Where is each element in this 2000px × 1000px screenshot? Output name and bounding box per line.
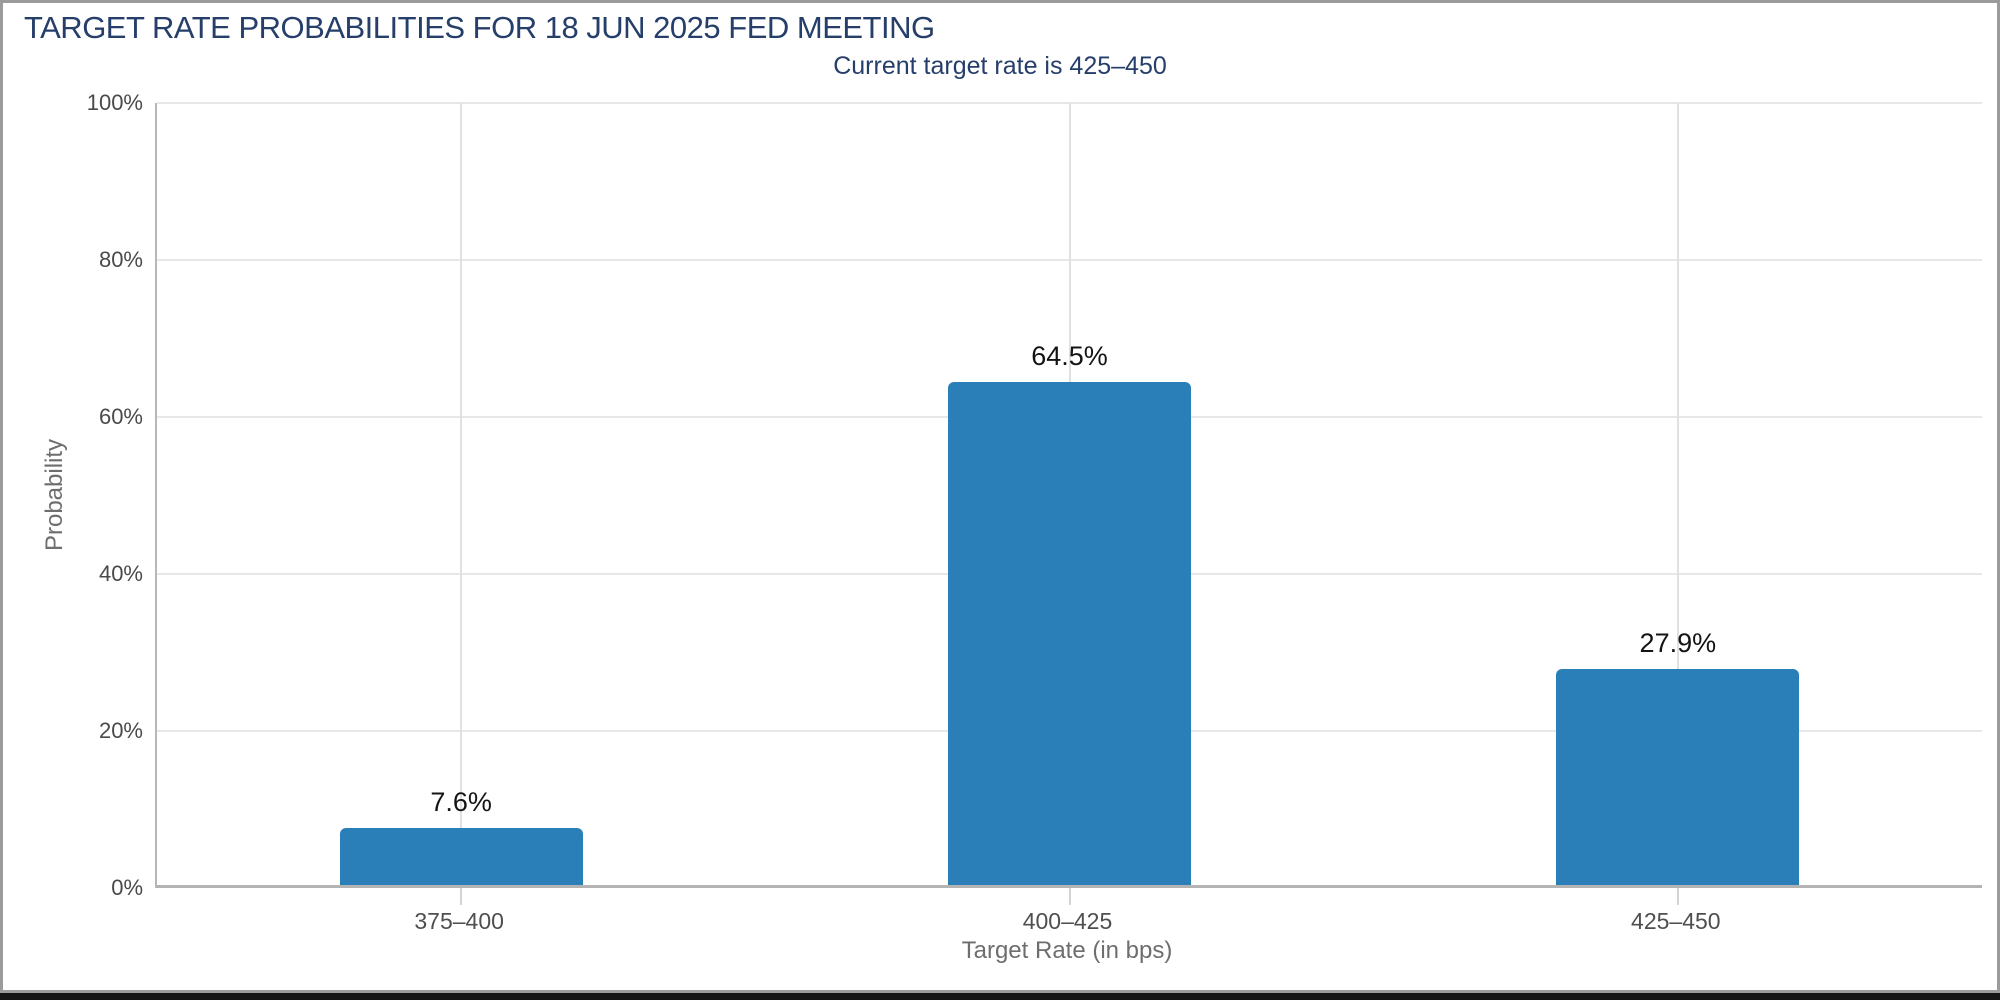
x-category-label: 425–450 <box>1631 908 1721 934</box>
plot-area: 7.6% 64.5% 27.9% <box>155 102 1982 905</box>
vertical-gridline <box>1676 103 1679 888</box>
vertical-gridline <box>460 103 463 888</box>
x-axis-title: Target Rate (in bps) <box>961 937 1173 964</box>
bar-value-label: 27.9% <box>1639 628 1717 658</box>
x-axis-tick <box>1676 888 1679 905</box>
x-axis-tick <box>460 888 463 905</box>
y-tick-label: 60% <box>98 404 143 429</box>
y-axis-title: Probability <box>41 438 68 552</box>
chart-subtitle: Current target rate is 425–450 <box>833 52 1167 80</box>
probability-bar-400-425[interactable] <box>948 381 1191 888</box>
x-category-label: 400–425 <box>1022 908 1113 934</box>
bar-value-label: 64.5% <box>1031 340 1108 371</box>
bar-value-label: 7.6% <box>430 787 492 818</box>
y-tick-label: 80% <box>98 247 143 272</box>
x-category-label: 375–400 <box>414 908 504 934</box>
y-tick-label: 40% <box>98 561 143 586</box>
probability-bar-425-450[interactable] <box>1556 669 1800 888</box>
x-axis-line <box>157 885 1982 888</box>
y-tick-label: 100% <box>86 90 143 115</box>
y-tick-label: 20% <box>98 718 143 743</box>
probability-bar-375-400[interactable] <box>339 828 583 888</box>
y-tick-label: 0% <box>111 875 143 900</box>
x-axis-tick <box>1068 888 1071 905</box>
chart-title: TARGET RATE PROBABILITIES FOR 18 JUN 202… <box>24 10 935 45</box>
bottom-edge-bar <box>0 990 2000 1000</box>
